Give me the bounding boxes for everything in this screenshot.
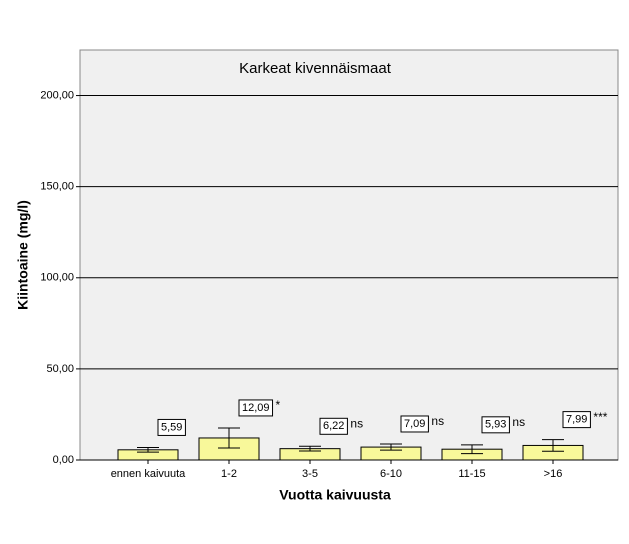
value-label: 5,59 [161,421,182,433]
value-label: 7,09 [404,418,425,430]
y-tick-label: 0,00 [53,454,74,466]
value-label-box [481,416,510,434]
chart-title: Karkeat kivennäismaat [239,60,392,77]
value-label-box [562,411,591,429]
significance: * [276,398,281,412]
significance: ns [350,416,363,430]
value-label: 12,09 [242,402,270,414]
value-label: 5,93 [485,419,506,431]
x-tick-label: ennen kaivuuta [111,468,186,480]
value-label-box [157,418,186,436]
significance: *** [593,410,607,424]
value-label-box [238,399,274,417]
value-label: 7,99 [566,414,587,426]
x-tick-label: 3-5 [302,468,318,480]
y-axis-label: Kiintoaine (mg/l) [15,200,31,310]
significance: ns [512,415,525,429]
value-label: 6,22 [323,420,344,432]
x-tick-label: 11-15 [458,468,485,480]
x-tick-label: 6-10 [380,468,402,480]
x-tick-label: >16 [544,468,563,480]
y-tick-label: 50,00 [46,363,74,375]
y-tick-label: 150,00 [40,181,74,193]
x-axis-label: Vuotta kaivuusta [279,487,391,503]
y-tick-label: 100,00 [40,272,74,284]
y-tick-label: 200,00 [40,89,74,101]
value-label-box [319,417,348,435]
value-label-box [400,415,429,433]
plot-area [79,49,619,461]
significance: ns [431,414,444,428]
x-tick-label: 1-2 [221,468,237,480]
